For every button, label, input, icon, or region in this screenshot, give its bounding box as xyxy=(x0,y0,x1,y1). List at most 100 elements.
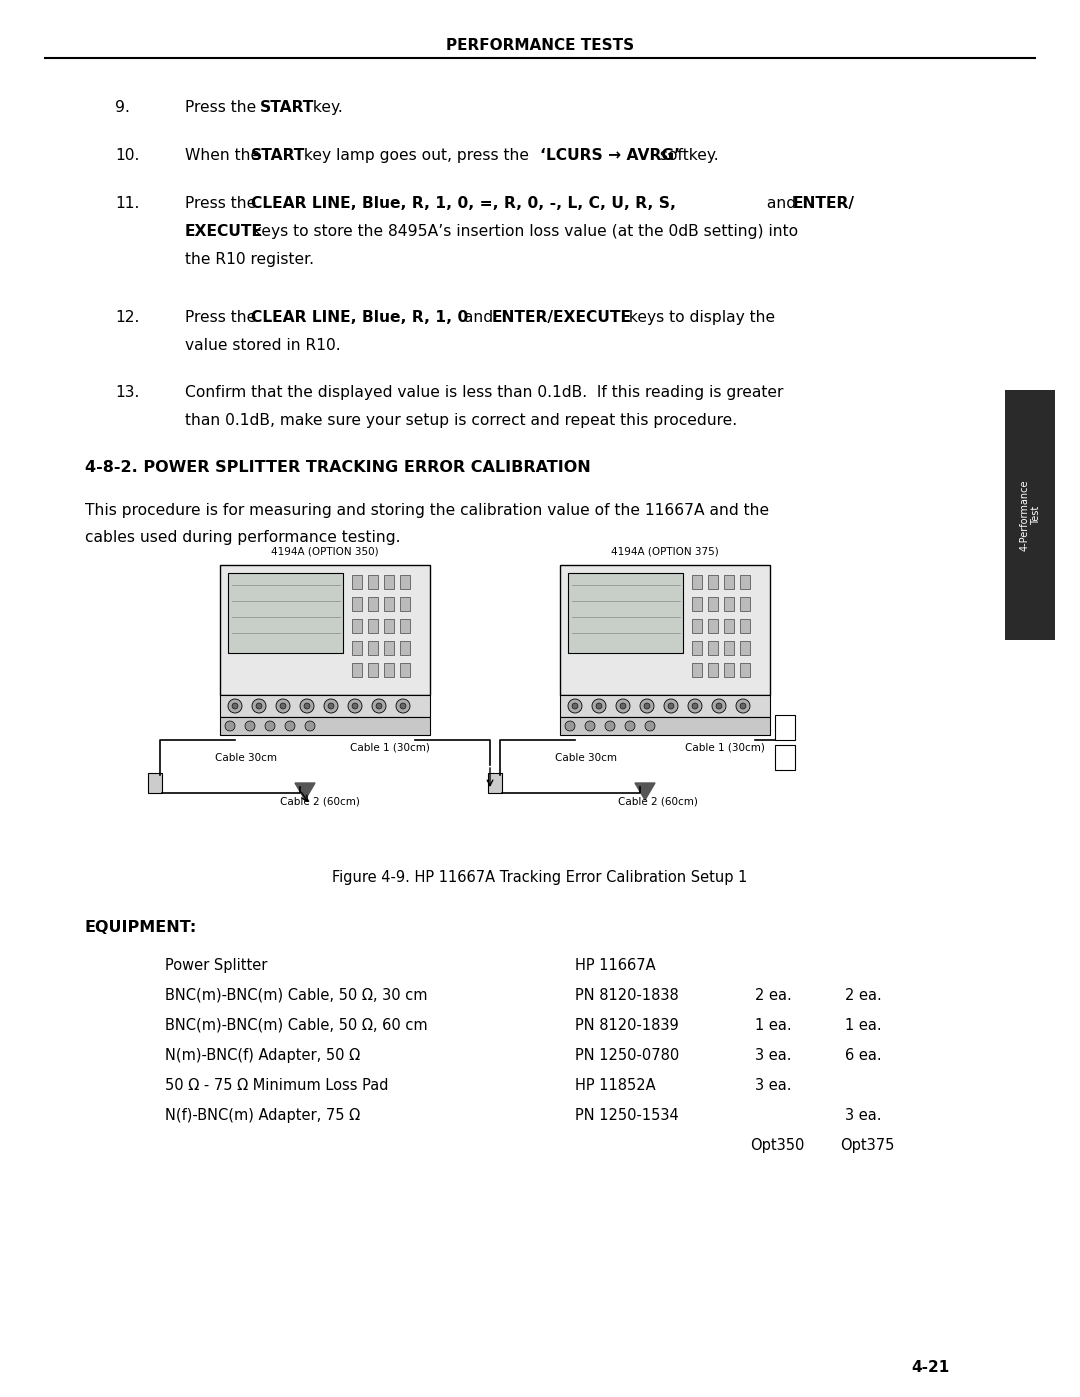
Circle shape xyxy=(740,703,746,710)
Text: PN 1250-0780: PN 1250-0780 xyxy=(575,1048,679,1063)
Text: 2 ea.: 2 ea. xyxy=(755,988,792,1003)
Text: 4-21: 4-21 xyxy=(910,1361,949,1375)
Circle shape xyxy=(245,721,255,731)
Text: Cable 2 (60cm): Cable 2 (60cm) xyxy=(280,798,360,807)
Circle shape xyxy=(688,698,702,712)
Circle shape xyxy=(616,698,630,712)
Circle shape xyxy=(585,721,595,731)
Circle shape xyxy=(232,703,238,710)
Circle shape xyxy=(225,721,235,731)
Text: ‘LCURS → AVRG’: ‘LCURS → AVRG’ xyxy=(540,148,680,163)
Bar xyxy=(708,576,718,590)
Circle shape xyxy=(396,698,410,712)
Text: Cable 30cm: Cable 30cm xyxy=(215,753,276,763)
Polygon shape xyxy=(635,782,654,800)
Text: PN 8120-1839: PN 8120-1839 xyxy=(575,1018,678,1032)
Bar xyxy=(368,641,378,655)
Bar xyxy=(708,664,718,678)
Bar xyxy=(352,597,362,610)
Text: Press the: Press the xyxy=(185,196,261,211)
Bar xyxy=(368,664,378,678)
Bar xyxy=(740,576,750,590)
Text: 4-Performance
Test: 4-Performance Test xyxy=(1020,479,1041,550)
Circle shape xyxy=(276,698,291,712)
Bar xyxy=(724,641,734,655)
Text: 4194A (OPTION 375): 4194A (OPTION 375) xyxy=(611,548,719,557)
Text: 11.: 11. xyxy=(114,196,139,211)
Bar xyxy=(692,664,702,678)
Text: than 0.1dB, make sure your setup is correct and repeat this procedure.: than 0.1dB, make sure your setup is corr… xyxy=(185,414,738,427)
Circle shape xyxy=(400,703,406,710)
Circle shape xyxy=(256,703,262,710)
Bar xyxy=(400,597,410,610)
Text: 12.: 12. xyxy=(114,310,139,326)
Text: 9.: 9. xyxy=(114,101,130,115)
Circle shape xyxy=(664,698,678,712)
Text: N(m)-BNC(f) Adapter, 50 Ω: N(m)-BNC(f) Adapter, 50 Ω xyxy=(165,1048,360,1063)
Bar xyxy=(148,773,162,793)
Text: CLEAR LINE, Blue, R, 1, 0, =, R, 0, -, L, C, U, R, S,: CLEAR LINE, Blue, R, 1, 0, =, R, 0, -, L… xyxy=(251,196,676,211)
Text: When the: When the xyxy=(185,148,265,163)
Text: This procedure is for measuring and storing the calibration value of the 11667A : This procedure is for measuring and stor… xyxy=(85,503,769,518)
Bar xyxy=(724,576,734,590)
Text: Cable 1 (30cm): Cable 1 (30cm) xyxy=(350,743,430,753)
Bar xyxy=(708,641,718,655)
Bar xyxy=(708,619,718,633)
Text: Opt350: Opt350 xyxy=(750,1139,805,1153)
Bar xyxy=(384,576,394,590)
Circle shape xyxy=(372,698,386,712)
Bar xyxy=(692,619,702,633)
Bar xyxy=(368,576,378,590)
Text: HP 11852A: HP 11852A xyxy=(575,1078,656,1092)
Text: 1 ea.: 1 ea. xyxy=(845,1018,881,1032)
Text: and: and xyxy=(762,196,801,211)
Bar xyxy=(228,573,343,652)
Circle shape xyxy=(620,703,626,710)
Bar xyxy=(488,773,502,793)
Text: CLEAR LINE, Blue, R, 1, 0: CLEAR LINE, Blue, R, 1, 0 xyxy=(251,310,469,326)
Text: 3 ea.: 3 ea. xyxy=(845,1108,881,1123)
Circle shape xyxy=(324,698,338,712)
Bar xyxy=(740,664,750,678)
Bar xyxy=(692,597,702,610)
Bar xyxy=(220,564,430,694)
Text: Cable 2 (60cm): Cable 2 (60cm) xyxy=(618,798,698,807)
Text: key lamp goes out, press the: key lamp goes out, press the xyxy=(299,148,534,163)
Text: PN 8120-1838: PN 8120-1838 xyxy=(575,988,678,1003)
Text: 10.: 10. xyxy=(114,148,139,163)
Circle shape xyxy=(572,703,578,710)
Text: 6 ea.: 6 ea. xyxy=(845,1048,881,1063)
Circle shape xyxy=(352,703,357,710)
Text: ENTER/: ENTER/ xyxy=(793,196,855,211)
Circle shape xyxy=(300,698,314,712)
Circle shape xyxy=(565,721,575,731)
Circle shape xyxy=(669,703,674,710)
Bar xyxy=(775,715,795,740)
Text: 2 ea.: 2 ea. xyxy=(845,988,881,1003)
Bar xyxy=(561,694,770,717)
Bar xyxy=(400,619,410,633)
Circle shape xyxy=(568,698,582,712)
Text: keys to store the 8495A’s insertion loss value (at the 0dB setting) into: keys to store the 8495A’s insertion loss… xyxy=(248,224,798,239)
Text: 13.: 13. xyxy=(114,386,139,400)
Bar xyxy=(352,664,362,678)
Bar xyxy=(724,597,734,610)
Text: cables used during performance testing.: cables used during performance testing. xyxy=(85,529,401,545)
Text: ENTER/EXECUTE: ENTER/EXECUTE xyxy=(492,310,632,326)
Circle shape xyxy=(252,698,266,712)
Circle shape xyxy=(305,721,315,731)
Bar xyxy=(368,619,378,633)
Text: 4-8-2. POWER SPLITTER TRACKING ERROR CALIBRATION: 4-8-2. POWER SPLITTER TRACKING ERROR CAL… xyxy=(85,460,591,475)
Text: Press the: Press the xyxy=(185,101,261,115)
Text: Opt375: Opt375 xyxy=(840,1139,894,1153)
Bar xyxy=(352,619,362,633)
Circle shape xyxy=(376,703,382,710)
Text: BNC(m)-BNC(m) Cable, 50 Ω, 30 cm: BNC(m)-BNC(m) Cable, 50 Ω, 30 cm xyxy=(165,988,428,1003)
Text: PERFORMANCE TESTS: PERFORMANCE TESTS xyxy=(446,38,634,53)
Bar xyxy=(400,641,410,655)
Bar xyxy=(384,664,394,678)
Circle shape xyxy=(716,703,723,710)
Circle shape xyxy=(592,698,606,712)
Circle shape xyxy=(228,698,242,712)
Text: EQUIPMENT:: EQUIPMENT: xyxy=(85,921,198,935)
